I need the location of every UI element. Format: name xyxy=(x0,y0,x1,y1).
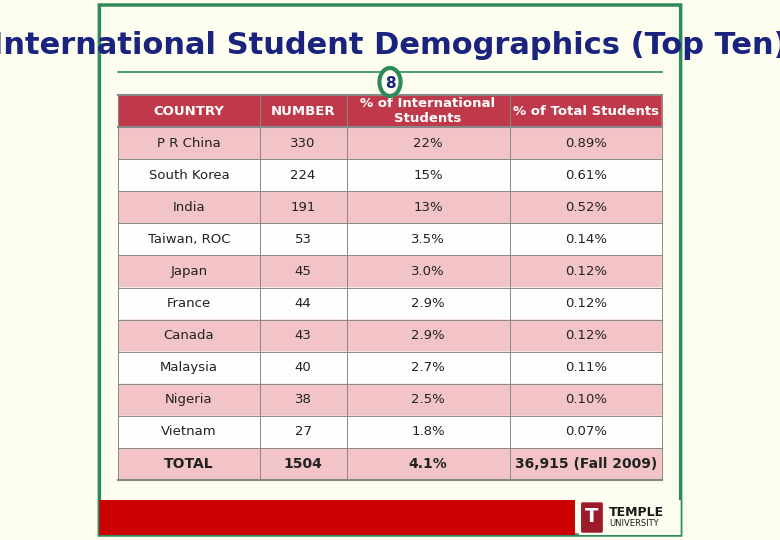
FancyBboxPatch shape xyxy=(119,95,661,127)
Text: 2.9%: 2.9% xyxy=(411,329,445,342)
FancyBboxPatch shape xyxy=(119,448,661,480)
Text: NUMBER: NUMBER xyxy=(271,105,335,118)
Text: 191: 191 xyxy=(290,201,316,214)
Text: 53: 53 xyxy=(295,233,311,246)
FancyBboxPatch shape xyxy=(119,255,661,287)
Text: TOTAL: TOTAL xyxy=(164,457,214,471)
Text: 2.5%: 2.5% xyxy=(411,393,445,406)
Text: 40: 40 xyxy=(295,361,311,374)
Text: France: France xyxy=(167,297,211,310)
Text: Vietnam: Vietnam xyxy=(161,426,217,438)
Text: 0.52%: 0.52% xyxy=(565,201,607,214)
FancyBboxPatch shape xyxy=(582,503,602,532)
Text: 45: 45 xyxy=(295,265,311,278)
Text: 44: 44 xyxy=(295,297,311,310)
FancyBboxPatch shape xyxy=(119,127,661,159)
Text: South Korea: South Korea xyxy=(148,168,229,181)
FancyBboxPatch shape xyxy=(119,352,661,384)
FancyBboxPatch shape xyxy=(99,500,575,535)
Text: 27: 27 xyxy=(295,426,311,438)
FancyBboxPatch shape xyxy=(119,191,661,224)
Text: 224: 224 xyxy=(290,168,316,181)
Text: 2.9%: 2.9% xyxy=(411,297,445,310)
Text: 0.89%: 0.89% xyxy=(565,137,607,150)
Text: 8: 8 xyxy=(385,76,395,91)
Text: Malaysia: Malaysia xyxy=(160,361,218,374)
Text: 22%: 22% xyxy=(413,137,443,150)
Text: 0.11%: 0.11% xyxy=(565,361,607,374)
Text: 38: 38 xyxy=(295,393,311,406)
Text: 0.14%: 0.14% xyxy=(565,233,607,246)
FancyBboxPatch shape xyxy=(119,320,661,352)
Text: P R China: P R China xyxy=(157,137,221,150)
Text: Taiwan, ROC: Taiwan, ROC xyxy=(147,233,230,246)
Text: Japan: Japan xyxy=(170,265,207,278)
Text: 0.10%: 0.10% xyxy=(565,393,607,406)
Text: India: India xyxy=(172,201,205,214)
Circle shape xyxy=(379,68,401,96)
FancyBboxPatch shape xyxy=(119,159,661,191)
FancyBboxPatch shape xyxy=(119,224,661,255)
FancyBboxPatch shape xyxy=(119,416,661,448)
Text: Canada: Canada xyxy=(164,329,214,342)
Text: 0.12%: 0.12% xyxy=(565,329,607,342)
FancyBboxPatch shape xyxy=(579,500,681,535)
Text: 0.12%: 0.12% xyxy=(565,297,607,310)
FancyBboxPatch shape xyxy=(119,287,661,320)
Text: 36,915 (Fall 2009): 36,915 (Fall 2009) xyxy=(515,457,657,471)
Text: 1504: 1504 xyxy=(284,457,322,471)
Text: 13%: 13% xyxy=(413,201,443,214)
Text: 43: 43 xyxy=(295,329,311,342)
Text: UNIVERSITY: UNIVERSITY xyxy=(609,519,658,529)
Text: 4.1%: 4.1% xyxy=(409,457,448,471)
FancyBboxPatch shape xyxy=(119,384,661,416)
Text: 0.61%: 0.61% xyxy=(565,168,607,181)
FancyBboxPatch shape xyxy=(99,5,681,535)
Text: 330: 330 xyxy=(290,137,316,150)
Text: International Student Demographics (Top Ten): International Student Demographics (Top … xyxy=(0,30,780,59)
Text: COUNTRY: COUNTRY xyxy=(154,105,225,118)
Text: T: T xyxy=(585,508,598,526)
Text: 0.12%: 0.12% xyxy=(565,265,607,278)
Text: 3.5%: 3.5% xyxy=(411,233,445,246)
Text: 15%: 15% xyxy=(413,168,443,181)
Text: 0.07%: 0.07% xyxy=(565,426,607,438)
Text: TEMPLE: TEMPLE xyxy=(609,505,664,518)
Text: % of International
Students: % of International Students xyxy=(360,97,495,125)
Text: 2.7%: 2.7% xyxy=(411,361,445,374)
Text: Nigeria: Nigeria xyxy=(165,393,213,406)
Text: % of Total Students: % of Total Students xyxy=(512,105,658,118)
Text: 1.8%: 1.8% xyxy=(411,426,445,438)
Text: 3.0%: 3.0% xyxy=(411,265,445,278)
